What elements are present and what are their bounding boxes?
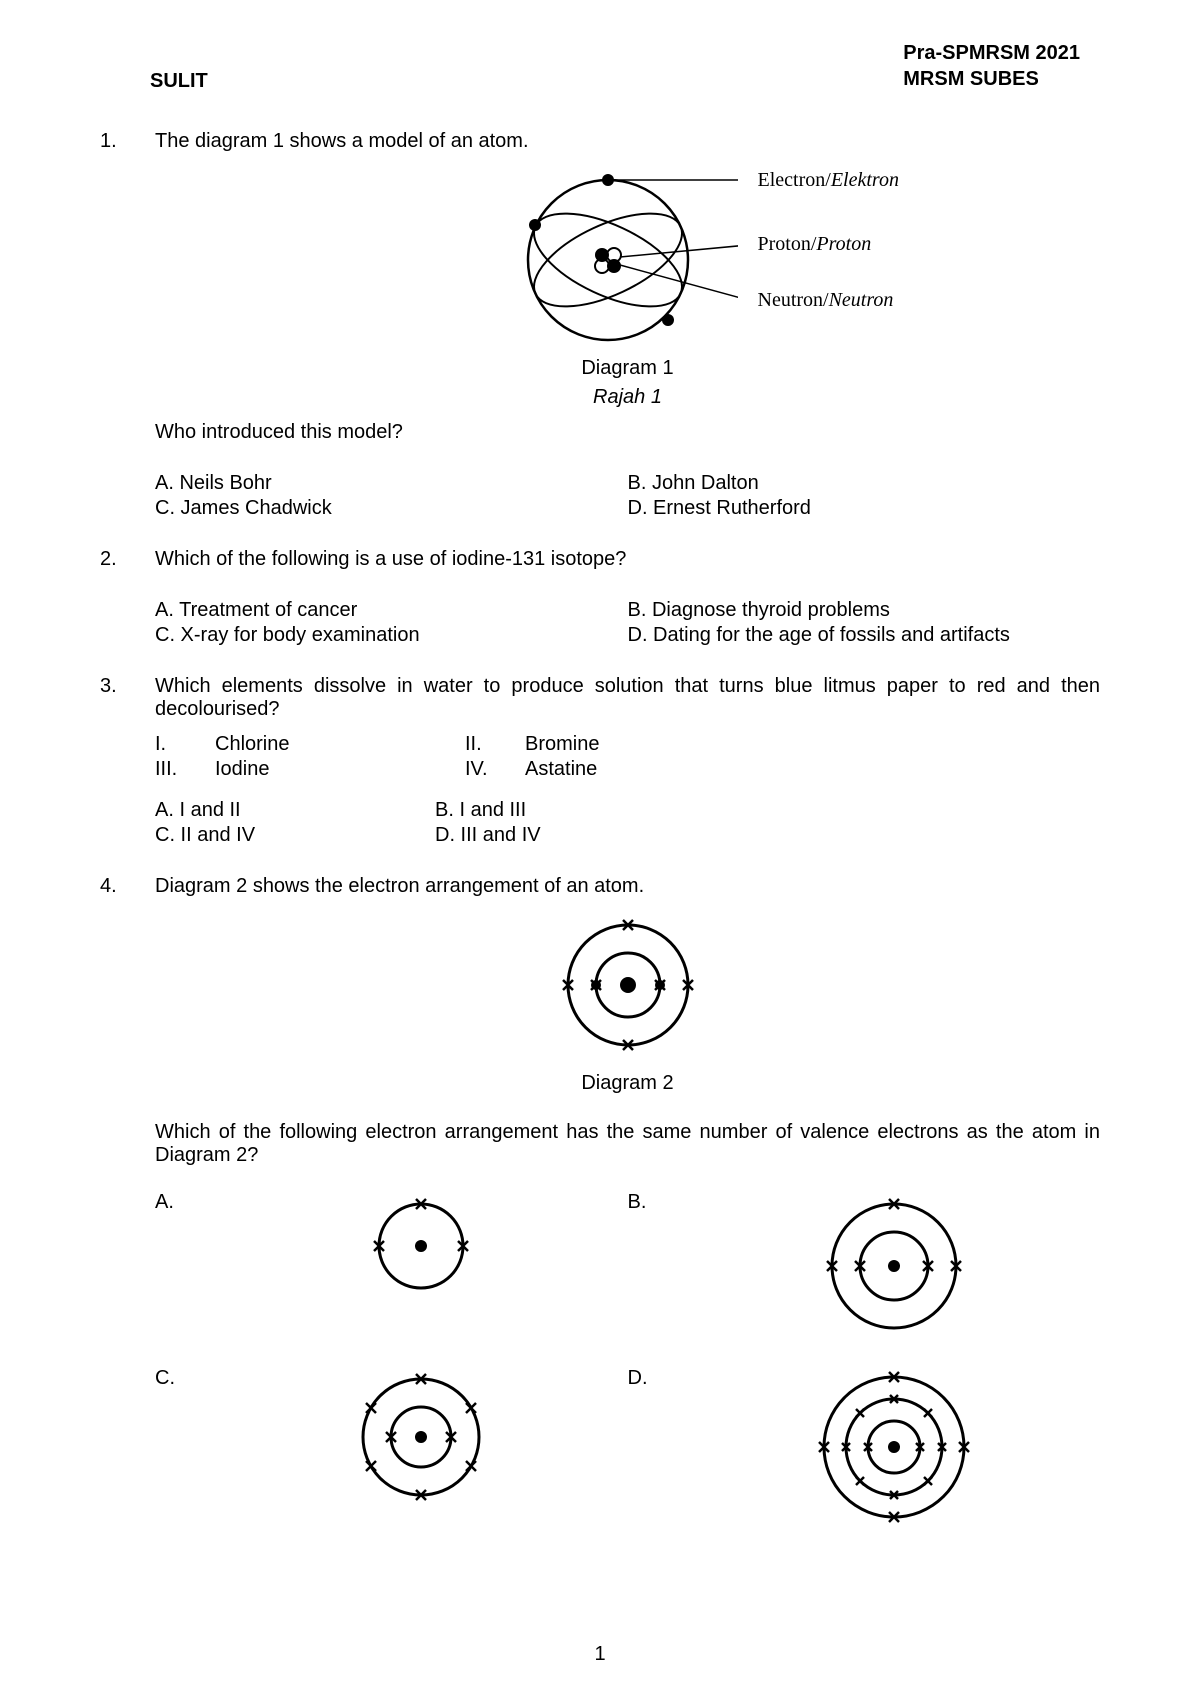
question-2: 2. Which of the following is a use of io… — [100, 548, 1100, 647]
q1-subtext: Who introduced this model? — [155, 421, 1100, 444]
question-4: 4. Diagram 2 shows the electron arrangem… — [100, 875, 1100, 1553]
q1-number: 1. — [100, 130, 155, 520]
q4-options-row2: C. — [155, 1367, 1100, 1553]
q4-optD: D. — [628, 1367, 658, 1390]
q1-caption: Diagram 1 — [155, 357, 1100, 380]
content: 1. The diagram 1 shows a model of an ato… — [100, 130, 1100, 1553]
q4-optC-svg-wrap — [215, 1367, 628, 1513]
q3-optD: D. III and IV — [435, 824, 715, 847]
label-electron: Electron/Elektron — [758, 169, 899, 192]
q3-options: A. I and II B. I and III C. II and IV D.… — [155, 799, 715, 847]
q4-optB-wrap: B. — [628, 1191, 1101, 1347]
q4-options-row1: A. B. — [155, 1191, 1100, 1367]
question-1: 1. The diagram 1 shows a model of an ato… — [100, 130, 1100, 520]
q3-optB: B. I and III — [435, 799, 715, 822]
label-neutron: Neutron/Neutron — [758, 289, 894, 312]
q4-text: Diagram 2 shows the electron arrangement… — [155, 875, 1100, 898]
q3-number: 3. — [100, 675, 155, 847]
header-right-line2: MRSM SUBES — [903, 66, 1080, 92]
q3-r2t: Bromine — [525, 733, 775, 756]
q3-r1n: I. — [155, 733, 215, 756]
q1-options: A. Neils Bohr B. John Dalton C. James Ch… — [155, 472, 1100, 520]
page-number: 1 — [594, 1643, 605, 1666]
q2-optB: B. Diagnose thyroid problems — [628, 599, 1101, 622]
label-proton: Proton/Proton — [758, 233, 872, 256]
q1-optB: B. John Dalton — [628, 472, 1101, 495]
q1-caption-it: Rajah 1 — [155, 386, 1100, 409]
q4-optD-svg-wrap — [688, 1367, 1101, 1533]
q2-body: Which of the following is a use of iodin… — [155, 548, 1100, 647]
q3-roman: I. Chlorine II. Bromine III. Iodine IV. … — [155, 733, 775, 781]
question-3: 3. Which elements dissolve in water to p… — [100, 675, 1100, 847]
q4-optA: A. — [155, 1191, 185, 1214]
q3-r1t: Chlorine — [215, 733, 465, 756]
q4-optD-wrap: D. — [628, 1367, 1101, 1533]
label-electron-it: Elektron — [831, 169, 899, 191]
label-proton-en: Proton/ — [758, 233, 817, 255]
q2-optC: C. X-ray for body examination — [155, 624, 628, 647]
q4-optC-wrap: C. — [155, 1367, 628, 1533]
q2-number: 2. — [100, 548, 155, 647]
q2-text: Which of the following is a use of iodin… — [155, 548, 1100, 571]
q3-r4n: IV. — [465, 758, 525, 781]
q3-optC: C. II and IV — [155, 824, 435, 847]
q4-caption: Diagram 2 — [155, 1072, 1100, 1095]
q3-r2n: II. — [465, 733, 525, 756]
q1-diagram: Electron/Elektron Proton/Proton Neutron/… — [155, 165, 1100, 409]
q4-optB: B. — [628, 1191, 658, 1214]
q1-optC: C. James Chadwick — [155, 497, 628, 520]
q3-r3t: Iodine — [215, 758, 465, 781]
q4-optC: C. — [155, 1367, 185, 1390]
q1-body: The diagram 1 shows a model of an atom. — [155, 130, 1100, 520]
q2-optD: D. Dating for the age of fossils and art… — [628, 624, 1101, 647]
header-right: Pra-SPMRSM 2021 MRSM SUBES — [903, 40, 1080, 92]
q3-r4t: Astatine — [525, 758, 775, 781]
q3-r3n: III. — [155, 758, 215, 781]
label-proton-it: Proton — [816, 233, 871, 255]
q4-body: Diagram 2 shows the electron arrangement… — [155, 875, 1100, 1553]
q1-optA: A. Neils Bohr — [155, 472, 628, 495]
atom-C-svg — [351, 1367, 491, 1507]
q2-optA: A. Treatment of cancer — [155, 599, 628, 622]
q4-diagram: Diagram 2 — [155, 910, 1100, 1095]
label-neutron-en: Neutron/ — [758, 289, 829, 311]
atom-model-svg — [518, 165, 738, 345]
header-left: SULIT — [150, 70, 208, 93]
label-neutron-it: Neutron — [829, 289, 894, 311]
q1-text: The diagram 1 shows a model of an atom. — [155, 130, 1100, 153]
q3-optA: A. I and II — [155, 799, 435, 822]
atom-model-diagram: Electron/Elektron Proton/Proton Neutron/… — [518, 165, 738, 351]
atom-D-svg — [814, 1367, 974, 1527]
atom-2-4-svg — [553, 910, 703, 1060]
q4-optA-svg-wrap — [215, 1191, 628, 1307]
q4-optA-wrap: A. — [155, 1191, 628, 1347]
q4-optB-svg-wrap — [688, 1191, 1101, 1347]
header-right-line1: Pra-SPMRSM 2021 — [903, 40, 1080, 66]
q3-text: Which elements dissolve in water to prod… — [155, 675, 1100, 721]
q1-optD: D. Ernest Rutherford — [628, 497, 1101, 520]
atom-A-svg — [366, 1191, 476, 1301]
atom-B-svg — [819, 1191, 969, 1341]
q4-subtext: Which of the following electron arrangem… — [155, 1121, 1100, 1167]
q2-options: A. Treatment of cancer B. Diagnose thyro… — [155, 599, 1100, 647]
q3-body: Which elements dissolve in water to prod… — [155, 675, 1100, 847]
q4-number: 4. — [100, 875, 155, 1553]
label-electron-en: Electron/ — [758, 169, 831, 191]
